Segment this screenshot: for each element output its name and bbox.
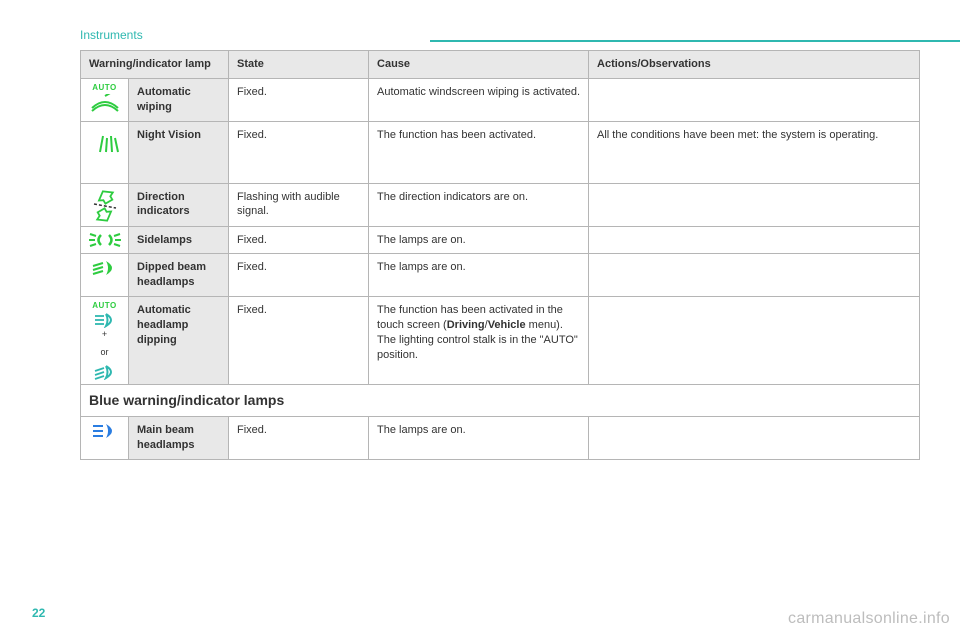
plus-label: + [83, 328, 126, 340]
main-beam-small-icon [92, 312, 118, 328]
col-actions: Actions/Observations [589, 51, 920, 79]
table-row: Dipped beam headlamps Fixed. The lamps a… [81, 254, 920, 297]
icon-cell: AUTO + or [81, 297, 129, 385]
icon-cell [81, 226, 129, 254]
icon-cell [81, 183, 129, 226]
section-header: Blue warning/indicator lamps [81, 385, 920, 417]
sidelamps-icon [87, 231, 123, 249]
name-cell: Night Vision [129, 121, 229, 183]
icon-cell: AUTO [81, 78, 129, 121]
state-cell: Fixed. [229, 297, 369, 385]
col-cause: Cause [369, 51, 589, 79]
state-cell: Fixed. [229, 226, 369, 254]
table-row: Main beam headlamps Fixed. The lamps are… [81, 417, 920, 460]
state-cell: Fixed. [229, 254, 369, 297]
cause-cell: The lamps are on. [369, 417, 589, 460]
name-cell: Main beam headlamps [129, 417, 229, 460]
night-vision-icon [88, 126, 122, 156]
watermark: carmanualsonline.info [788, 610, 950, 628]
accent-rule [430, 40, 960, 42]
icon-cell [81, 254, 129, 297]
table-row: AUTO + or Autom [81, 297, 920, 385]
actions-cell [589, 183, 920, 226]
auto-label: AUTO [83, 83, 126, 94]
table-row: AUTO Automatic wiping Fixed. Automatic w… [81, 78, 920, 121]
or-label: or [83, 346, 126, 358]
cause-cell: The direction indicators are on. [369, 183, 589, 226]
cause-cell: The function has been activated. [369, 121, 589, 183]
name-cell: Dipped beam headlamps [129, 254, 229, 297]
dipped-beam-icon [90, 258, 120, 278]
state-cell: Fixed. [229, 121, 369, 183]
main-beam-icon [90, 421, 120, 441]
auto-wiper-icon [88, 94, 122, 114]
dipped-beam-small-icon [92, 364, 118, 380]
state-cell: Fixed. [229, 78, 369, 121]
cause-cell: The function has been activated in the t… [369, 297, 589, 385]
section-row: Blue warning/indicator lamps [81, 385, 920, 417]
actions-cell [589, 78, 920, 121]
icon-cell [81, 121, 129, 183]
state-cell: Fixed. [229, 417, 369, 460]
cause-cell: The lamps are on. [369, 226, 589, 254]
direction-indicators-icon [88, 188, 122, 222]
name-cell: Automatic wiping [129, 78, 229, 121]
table-row: Direction indicators Flashing with audib… [81, 183, 920, 226]
col-warning: Warning/indicator lamp [81, 51, 229, 79]
table-row: Night Vision Fixed. The function has bee… [81, 121, 920, 183]
name-cell: Direction indicators [129, 183, 229, 226]
actions-cell [589, 254, 920, 297]
col-state: State [229, 51, 369, 79]
table-row: Sidelamps Fixed. The lamps are on. [81, 226, 920, 254]
icon-cell [81, 417, 129, 460]
auto-label: AUTO [83, 301, 126, 312]
page-number: 22 [32, 606, 45, 620]
actions-cell [589, 297, 920, 385]
indicator-table: Warning/indicator lamp State Cause Actio… [80, 50, 920, 460]
actions-cell: All the conditions have been met: the sy… [589, 121, 920, 183]
actions-cell [589, 417, 920, 460]
page-content: Instruments Warning/indicator lamp State… [0, 0, 960, 480]
cause-cell: Automatic windscreen wiping is activated… [369, 78, 589, 121]
state-cell: Flashing with audible signal. [229, 183, 369, 226]
name-cell: Automatic headlamp dipping [129, 297, 229, 385]
cause-cell: The lamps are on. [369, 254, 589, 297]
table-header-row: Warning/indicator lamp State Cause Actio… [81, 51, 920, 79]
name-cell: Sidelamps [129, 226, 229, 254]
actions-cell [589, 226, 920, 254]
